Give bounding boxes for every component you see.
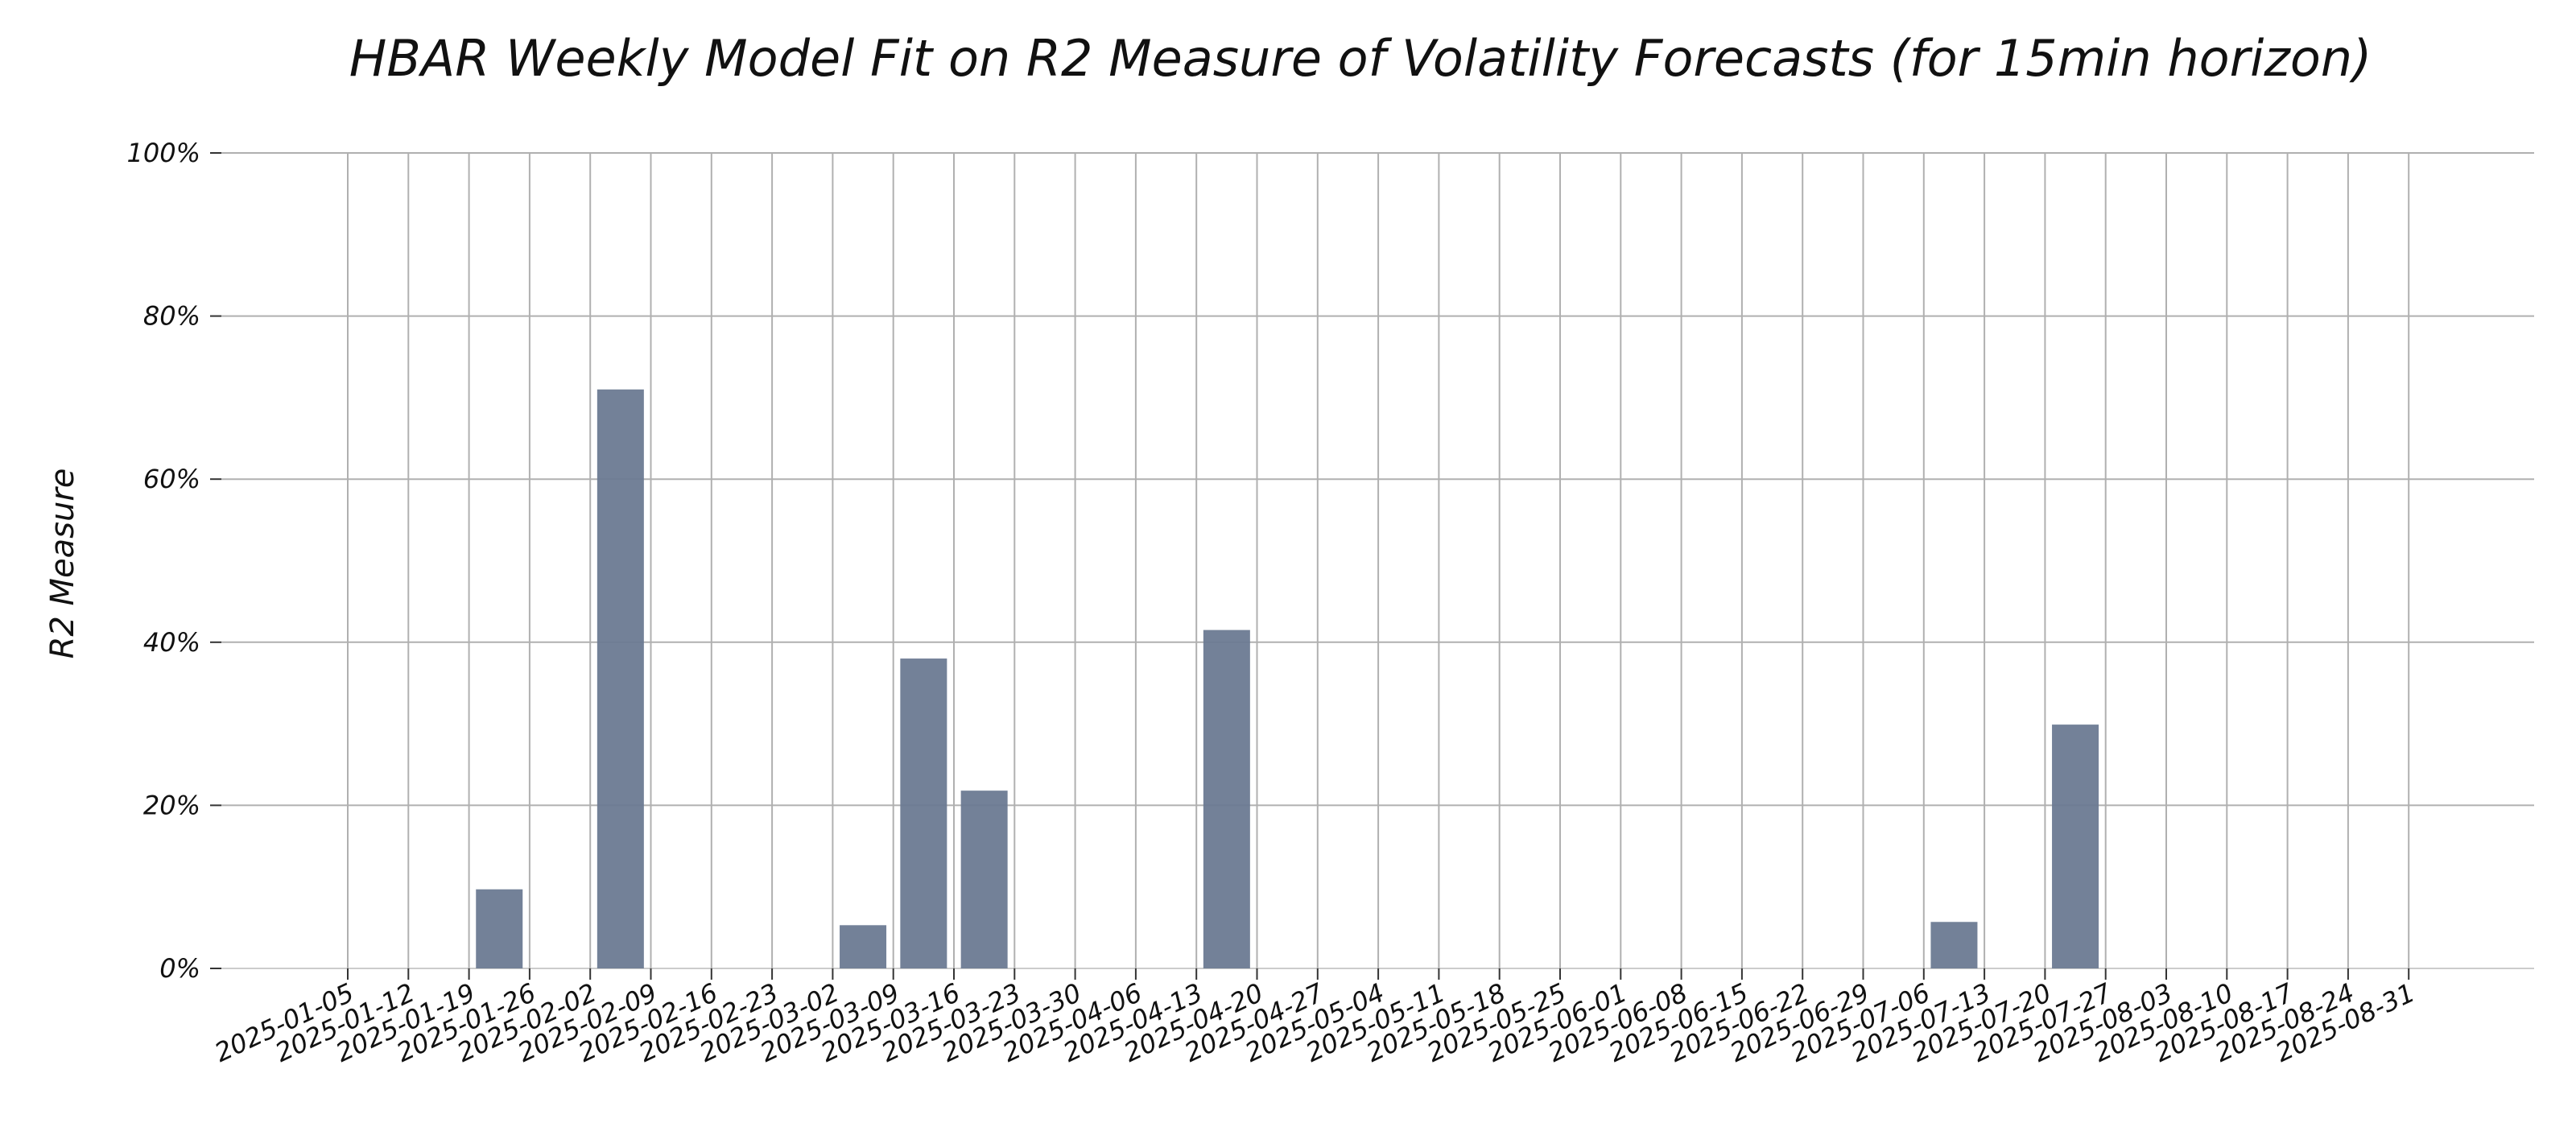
bar bbox=[476, 889, 523, 968]
grid-layer bbox=[221, 152, 2534, 969]
y-tick-label: 40% bbox=[143, 627, 200, 658]
y-tick-label: 100% bbox=[127, 138, 200, 168]
y-tick-label: 60% bbox=[143, 464, 200, 494]
y-tick-label: 0% bbox=[159, 953, 200, 984]
bar bbox=[1930, 922, 1978, 968]
bar bbox=[2052, 724, 2099, 968]
bars-layer bbox=[476, 389, 2099, 968]
y-ticks-layer: 0% 20% 40% 60% 80% 100% bbox=[127, 138, 221, 984]
chart-title: HBAR Weekly Model Fit on R2 Measure of V… bbox=[349, 29, 2372, 88]
y-tick-label: 20% bbox=[143, 790, 200, 820]
bar bbox=[900, 658, 947, 968]
bar bbox=[840, 925, 887, 968]
bar bbox=[960, 791, 1008, 968]
x-ticks-layer: 2025-01-052025-01-122025-01-192025-01-26… bbox=[210, 968, 2420, 1068]
y-tick-label: 80% bbox=[143, 301, 200, 332]
bar bbox=[597, 389, 644, 968]
bar bbox=[1203, 630, 1250, 968]
